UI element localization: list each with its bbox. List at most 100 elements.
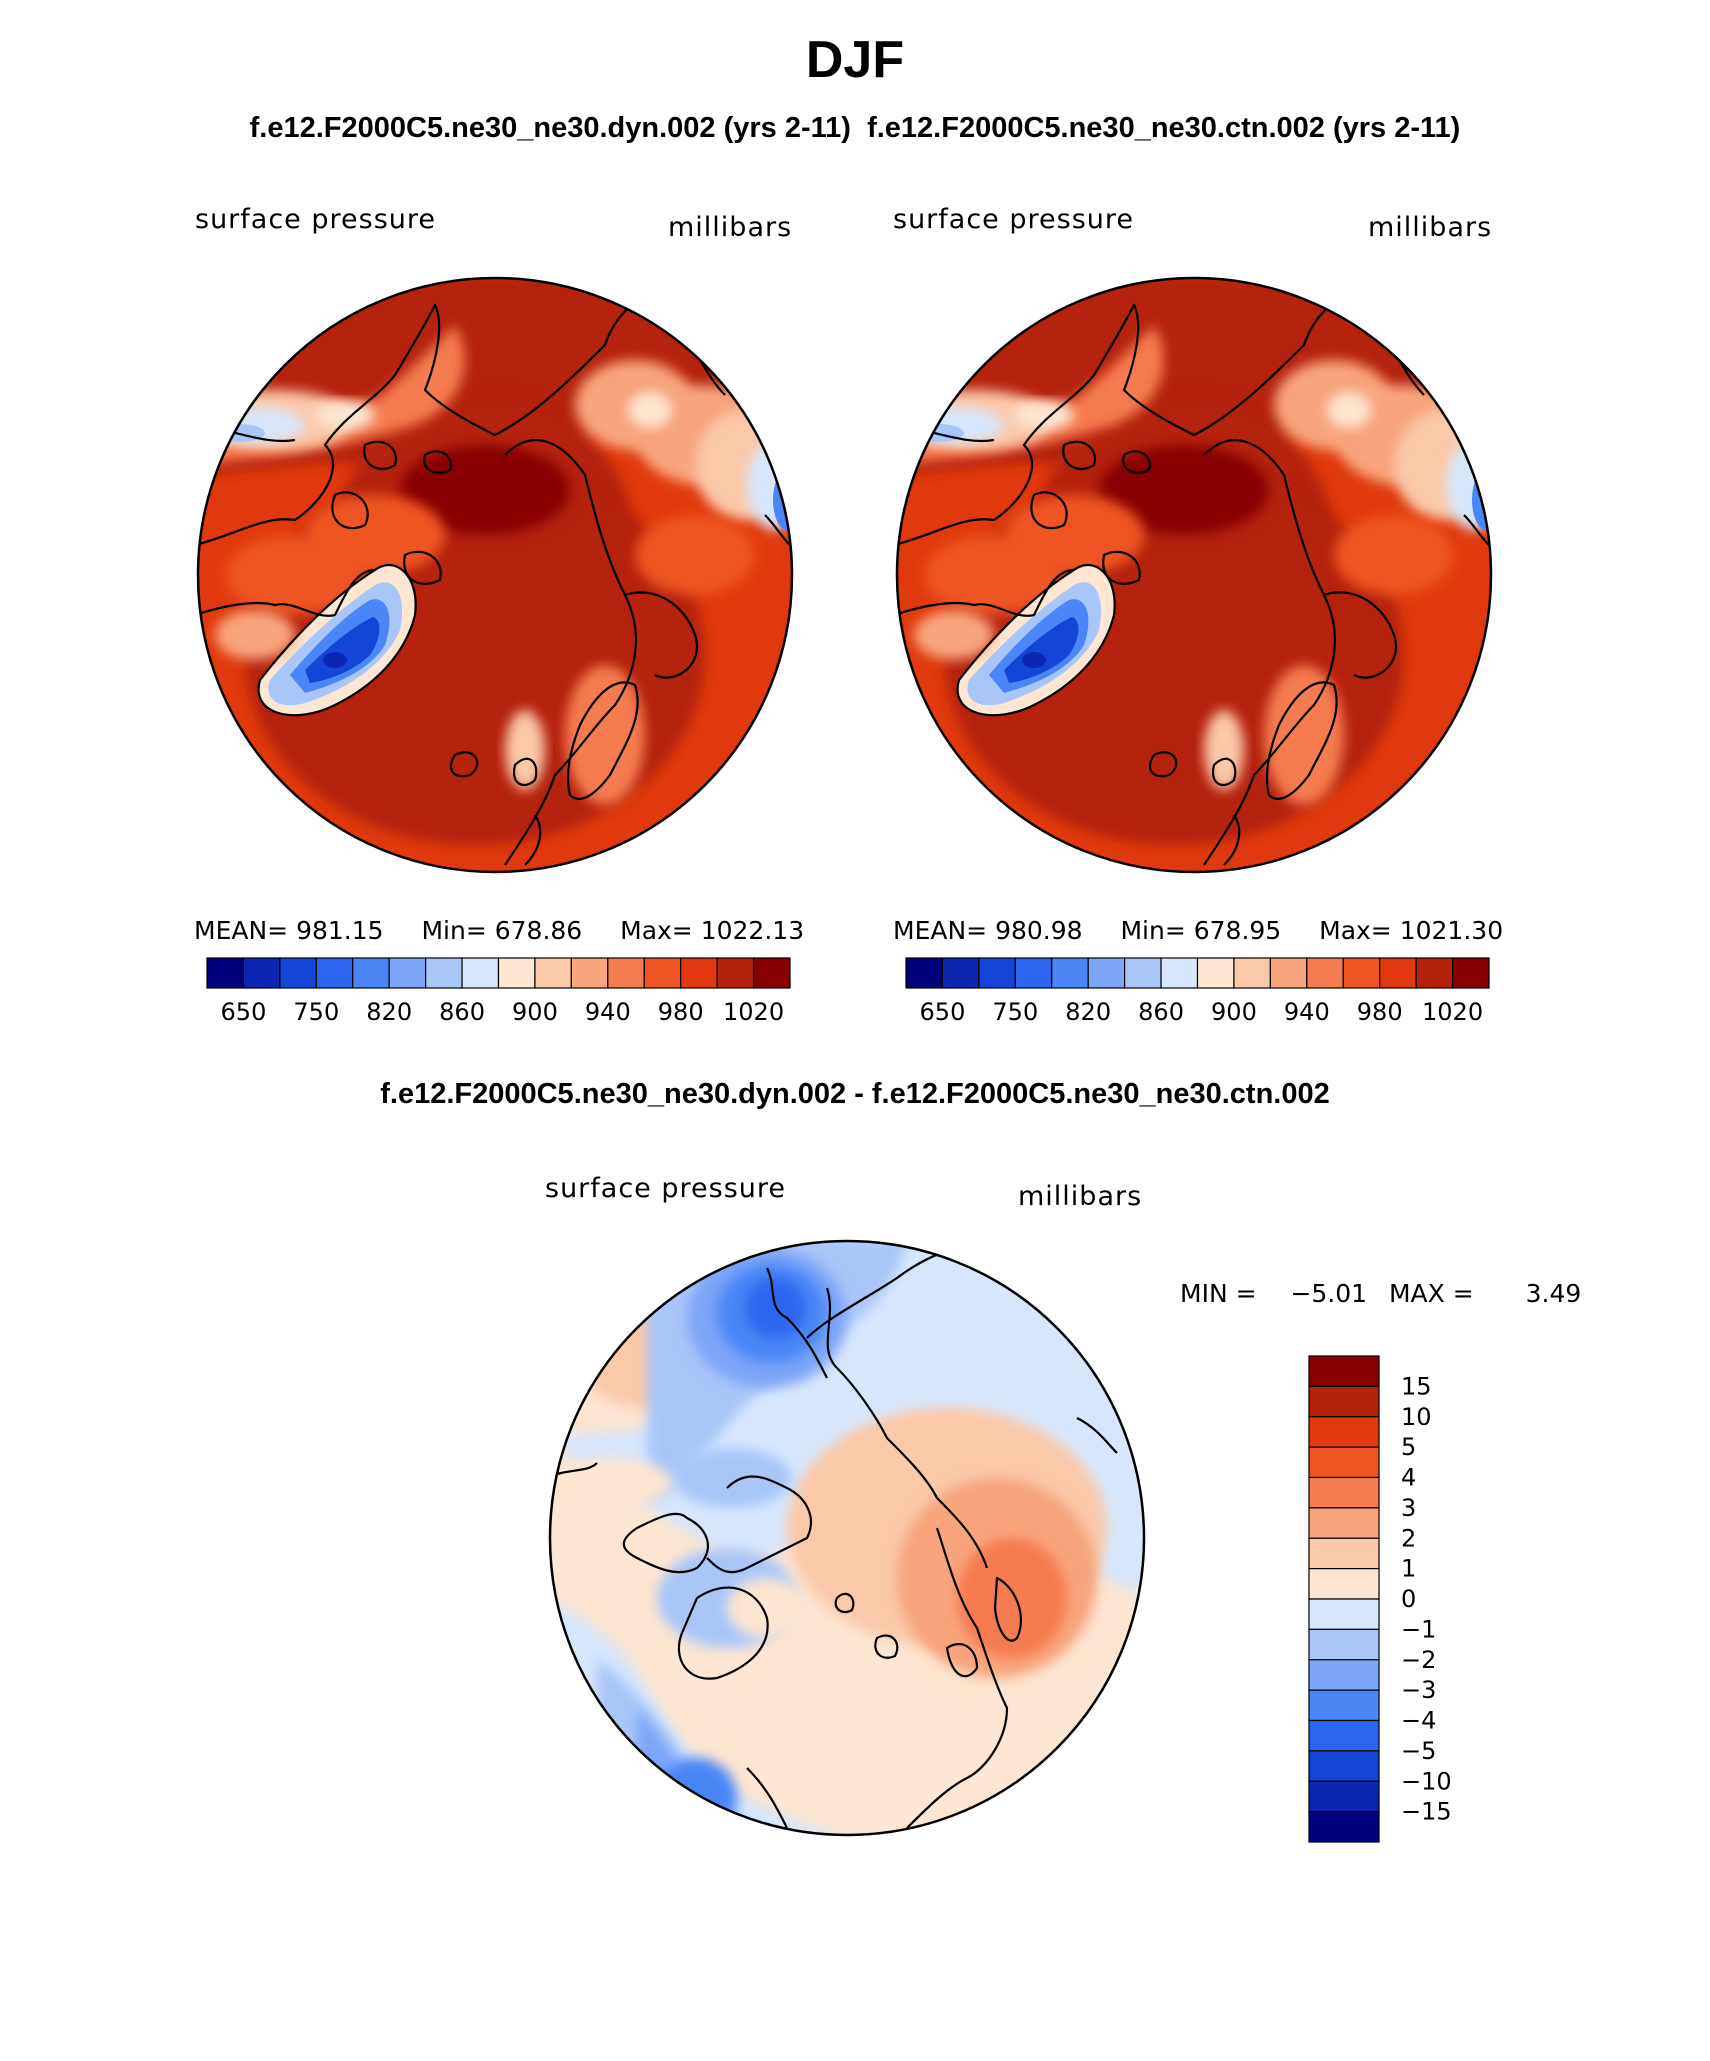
left-max-label: Max= bbox=[620, 916, 693, 945]
diff-colorbar-swatch bbox=[1308, 1719, 1380, 1752]
left-case-name: f.e12.F2000C5.ne30_ne30.dyn.002 (yrs 2-1… bbox=[249, 112, 851, 144]
right-colorbar-swatch bbox=[941, 957, 980, 989]
diff-colorbar-tick-label: −10 bbox=[1401, 1767, 1452, 1795]
right-case-name: f.e12.F2000C5.ne30_ne30.ctn.002 (yrs 2-1… bbox=[867, 112, 1461, 144]
diff-colorbar-swatch bbox=[1308, 1780, 1380, 1813]
diff-colorbar-swatch bbox=[1308, 1598, 1380, 1630]
left-colorbar-swatch bbox=[643, 957, 682, 989]
diff-min-value: −5.01 bbox=[1290, 1279, 1368, 1308]
diff-colorbar-swatch bbox=[1308, 1476, 1380, 1509]
diff-colorbar-swatch bbox=[1308, 1416, 1380, 1448]
right-min-label: Min= bbox=[1120, 916, 1186, 945]
right-colorbar-tick-label: 940 bbox=[1284, 998, 1330, 1026]
diff-colorbar-swatch bbox=[1308, 1750, 1380, 1782]
diff-subtitle: f.e12.F2000C5.ne30_ne30.dyn.002 - f.e12.… bbox=[380, 1078, 1330, 1110]
left-colorbar-swatch bbox=[534, 957, 572, 989]
right-colorbar-swatch bbox=[1051, 957, 1089, 989]
left-colorbar-swatch bbox=[680, 957, 718, 989]
right-mean-value: 980.98 bbox=[995, 916, 1083, 945]
left-colorbar-swatch bbox=[206, 957, 245, 989]
right-colorbar-tick-label: 900 bbox=[1211, 998, 1257, 1026]
left-mean-value: 981.15 bbox=[296, 916, 384, 945]
diff-colorbar-tick-label: 10 bbox=[1401, 1403, 1432, 1431]
diff-min-label: MIN = bbox=[1180, 1279, 1257, 1308]
left-variable-label: surface pressure bbox=[195, 204, 436, 235]
right-colorbar-tick-label: 820 bbox=[1065, 998, 1111, 1026]
diff-max-label: MAX = bbox=[1388, 1279, 1474, 1308]
right-colorbar-swatch bbox=[1160, 957, 1199, 989]
right-mean-label: MEAN= bbox=[893, 916, 988, 945]
diff-colorbar-tick-label: −15 bbox=[1401, 1798, 1452, 1826]
diff-colorbar-swatch bbox=[1308, 1507, 1380, 1539]
diff-units-label: millibars bbox=[1018, 1181, 1143, 1212]
right-colorbar-swatch bbox=[1269, 957, 1308, 989]
right-colorbar-swatch bbox=[1087, 957, 1126, 989]
right-colorbar-swatch bbox=[1306, 957, 1344, 989]
left-colorbar-swatch bbox=[242, 957, 281, 989]
left-min-label: Min= bbox=[421, 916, 487, 945]
right-variable-label: surface pressure bbox=[893, 204, 1134, 235]
left-mean-label: MEAN= bbox=[194, 916, 289, 945]
right-colorbar-tick-label: 750 bbox=[992, 998, 1038, 1026]
right-colorbar-tick-label: 650 bbox=[920, 998, 966, 1026]
top-subtitle: f.e12.F2000C5.ne30_ne30.dyn.002 (yrs 2-1… bbox=[0, 112, 1710, 145]
diff-colorbar-swatch bbox=[1308, 1628, 1380, 1661]
figure-title: DJF bbox=[805, 31, 905, 89]
right-colorbar-swatch bbox=[1415, 957, 1454, 989]
left-colorbar: 650 750 820 860 900 940 980 1020 bbox=[206, 957, 791, 1026]
left-colorbar-swatch bbox=[461, 957, 500, 989]
diff-colorbar-tick-label: 4 bbox=[1401, 1464, 1416, 1492]
right-min-value: 678.95 bbox=[1193, 916, 1282, 945]
diff-colorbar-tick-label: 15 bbox=[1401, 1372, 1432, 1400]
diff-colorbar-tick-label: −5 bbox=[1401, 1737, 1436, 1765]
right-colorbar-swatch bbox=[1342, 957, 1381, 989]
left-colorbar-tick-label: 650 bbox=[221, 998, 267, 1026]
diff-colorbar-swatch bbox=[1308, 1446, 1380, 1479]
diff-max-value: 3.49 bbox=[1525, 1279, 1582, 1308]
left-colorbar-tick-label: 820 bbox=[366, 998, 412, 1026]
diff-colorbar-tick-label: 5 bbox=[1401, 1433, 1416, 1461]
right-colorbar-swatch bbox=[1196, 957, 1235, 989]
diff-map bbox=[548, 1239, 1146, 1837]
left-colorbar-swatch bbox=[607, 957, 645, 989]
right-colorbar-swatch bbox=[1233, 957, 1271, 989]
left-colorbar-swatch bbox=[570, 957, 609, 989]
right-colorbar-tick-label: 1020 bbox=[1422, 998, 1483, 1026]
right-max-value: 1021.30 bbox=[1399, 916, 1504, 945]
diff-colorbar-tick-label: −3 bbox=[1401, 1676, 1436, 1704]
diff-stats: MIN = −5.01 MAX = 3.49 bbox=[1180, 1279, 1581, 1308]
diff-colorbar-tick-label: 3 bbox=[1401, 1494, 1416, 1522]
right-colorbar-swatch bbox=[905, 957, 944, 989]
left-colorbar-tick-label: 750 bbox=[293, 998, 339, 1026]
right-colorbar-swatch bbox=[1451, 957, 1490, 989]
right-units-label: millibars bbox=[1368, 212, 1493, 243]
left-min-value: 678.86 bbox=[494, 916, 583, 945]
left-colorbar-swatch bbox=[279, 957, 317, 989]
left-colorbar-tick-label: 1020 bbox=[723, 998, 784, 1026]
diff-colorbar-tick-label: −2 bbox=[1401, 1646, 1436, 1674]
left-colorbar-swatch bbox=[388, 957, 427, 989]
right-colorbar-swatch bbox=[1379, 957, 1417, 989]
right-colorbar-swatch bbox=[978, 957, 1016, 989]
left-colorbar-swatch bbox=[315, 957, 354, 989]
left-colorbar-tick-label: 900 bbox=[512, 998, 558, 1026]
left-max-value: 1022.13 bbox=[700, 916, 805, 945]
right-max-label: Max= bbox=[1319, 916, 1392, 945]
diff-variable-label: surface pressure bbox=[545, 1173, 786, 1204]
right-colorbar-tick-label: 860 bbox=[1138, 998, 1184, 1026]
diff-colorbar-swatch bbox=[1308, 1659, 1380, 1691]
right-colorbar-swatch bbox=[1124, 957, 1162, 989]
right-colorbar-swatch bbox=[1014, 957, 1053, 989]
left-colorbar-swatch bbox=[497, 957, 536, 989]
right-stats: MEAN= 980.98 Min= 678.95 Max= 1021.30 bbox=[893, 916, 1503, 945]
left-colorbar-tick-label: 860 bbox=[439, 998, 485, 1026]
diff-colorbar-swatch bbox=[1308, 1568, 1380, 1600]
diff-colorbar-tick-label: −1 bbox=[1401, 1615, 1436, 1643]
right-colorbar: 650 750 820 860 900 940 980 1020 bbox=[905, 957, 1490, 1026]
diff-colorbar-swatch bbox=[1308, 1689, 1380, 1722]
diff-colorbar-tick-label: 2 bbox=[1401, 1524, 1416, 1552]
left-colorbar-tick-label: 980 bbox=[658, 998, 704, 1026]
right-map bbox=[895, 276, 1493, 874]
